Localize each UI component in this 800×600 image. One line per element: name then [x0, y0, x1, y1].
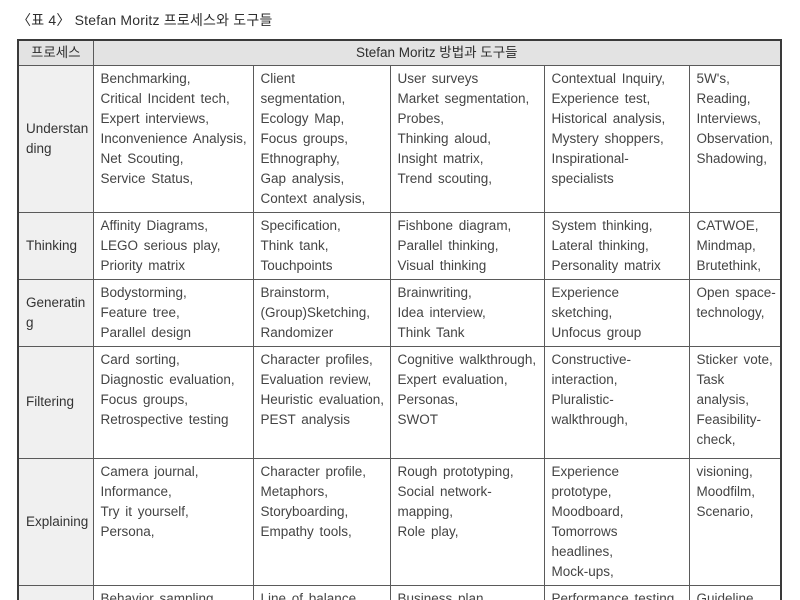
tools-cell: Character profiles, Evaluation review, H…: [252, 345, 391, 459]
tools-cell: Affinity Diagrams, LEGO serious play, Pr…: [92, 211, 254, 280]
tools-cell: CATWOE, Mindmap, Brutethink,: [688, 211, 782, 280]
table-row-realizing: Realizing Behavior sampling, Intranet, S…: [17, 584, 782, 600]
tools-cell: Experience sketching, Unfocus group: [543, 278, 690, 347]
tools-column-header: Stefan Moritz 방법과 도구들: [92, 39, 782, 66]
tools-cell: System thinking, Lateral thinking, Perso…: [543, 211, 690, 280]
tools-cell: Bodystorming, Feature tree, Parallel des…: [92, 278, 254, 347]
tools-cell: Camera journal, Informance, Try it yours…: [92, 457, 254, 586]
tools-cell: Experience prototype, Moodboard, Tomorro…: [543, 457, 690, 586]
process-label: Realizing: [17, 584, 94, 600]
process-column-header: 프로세스: [17, 39, 94, 66]
tools-cell: Cognitive walkthrough, Expert evaluation…: [389, 345, 545, 459]
process-label: Thinking: [17, 211, 94, 280]
table-caption: 〈표 4〉 Stefan Moritz 프로세스와 도구들: [17, 12, 273, 28]
process-label: Explaining: [17, 457, 94, 586]
tools-cell: Business plan, Scenario testing, Templat…: [389, 584, 545, 600]
tools-cell: Specification, Think tank, Touchpoints: [252, 211, 391, 280]
tools-cell: Client segmentation, Ecology Map, Focus …: [252, 64, 391, 213]
process-label: Filtering: [17, 345, 94, 459]
tools-cell: 5W's, Reading, Interviews, Observation, …: [688, 64, 782, 213]
tools-cell: Rough prototyping, Social network- mappi…: [389, 457, 545, 586]
process-label: Generating: [17, 278, 94, 347]
tools-cell: Character profile, Metaphors, Storyboard…: [252, 457, 391, 586]
table-row-filtering: Filtering Card sorting, Diagnostic evalu…: [17, 345, 782, 459]
tools-cell: Open space- technology,: [688, 278, 782, 347]
tools-cell: visioning, Moodfilm, Scenario,: [688, 457, 782, 586]
table-row-understanding: Understanding Benchmarking, Critical Inc…: [17, 64, 782, 213]
tools-cell: Card sorting, Diagnostic evaluation, Foc…: [92, 345, 254, 459]
tools-cell: Brainstorm, (Group)Sketching, Randomizer: [252, 278, 391, 347]
tools-cell: Contextual Inquiry, Experience test, His…: [543, 64, 690, 213]
tools-cell: Line of balance, Role script, Specificat…: [252, 584, 391, 600]
tools-cell: Sticker vote, Task analysis, Feasibility…: [688, 345, 782, 459]
tools-cell: Guideline, Mind map, Blueprint,: [688, 584, 782, 600]
tools-cell: Brainwriting, Idea interview, Think Tank: [389, 278, 545, 347]
table-row-generating: Generating Bodystorming, Feature tree, P…: [17, 278, 782, 347]
moritz-process-tools-table: 프로세스 Stefan Moritz 방법과 도구들 Understanding…: [17, 39, 783, 600]
tools-cell: Behavior sampling, Intranet, Simulation …: [92, 584, 254, 600]
tools-cell: Benchmarking, Critical Incident tech, Ex…: [92, 64, 254, 213]
tools-cell: Performance testing, Service prototype, …: [543, 584, 690, 600]
tools-cell: Constructive- interaction, Pluralistic- …: [543, 345, 690, 459]
tools-cell: User surveys Market segmentation, Probes…: [389, 64, 545, 213]
tools-cell: Fishbone diagram, Parallel thinking, Vis…: [389, 211, 545, 280]
table-row-thinking: Thinking Affinity Diagrams, LEGO serious…: [17, 211, 782, 280]
table-row-explaining: Explaining Camera journal, Informance, T…: [17, 457, 782, 586]
process-label: Understanding: [17, 64, 94, 213]
table-header-row: 프로세스 Stefan Moritz 방법과 도구들: [17, 39, 782, 66]
